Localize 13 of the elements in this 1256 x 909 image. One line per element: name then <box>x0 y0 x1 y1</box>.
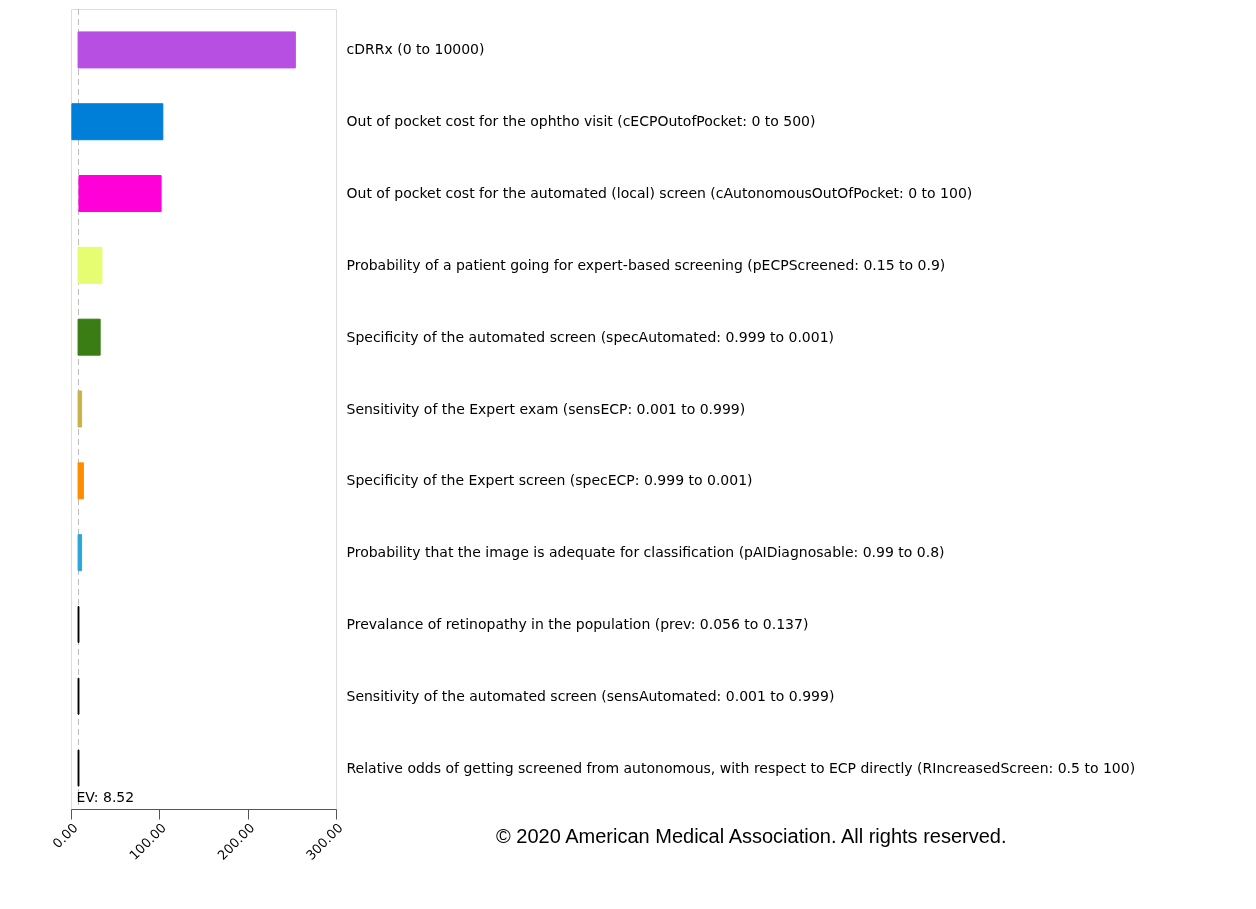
y-tick-label: cDRRx (0 to 10000) <box>346 41 485 58</box>
y-tick-label: Specificity of the Expert screen (specECP: 0.999 to 0.001) <box>346 472 753 489</box>
y-tick-label: Probability of a patient going for expert-based screening (pECPScreened: 0.15 to 0.9) <box>346 256 946 273</box>
y-tick-label: Prevalance of retinopathy in the population (prev: 0.056 to 0.137) <box>346 615 809 632</box>
y-tick-label: Sensitivity of the automated screen (sensAutomated: 0.001 to 0.999) <box>346 687 835 704</box>
ref-line-label: EV: 8.52 <box>76 789 135 805</box>
y-tick-label: Probability that the image is adequate for classification (pAIDiagnosable: 0.99 to 0.8) <box>346 544 945 561</box>
y-tick-label: Relative odds of getting screened from autonomous, with respect to ECP directly (RIncreasedScreen: 0.5 to 100) <box>346 759 1136 776</box>
y-tick-label: Sensitivity of the Expert exam (sensECP: 0.001 to 0.999) <box>346 400 746 417</box>
y-tick-label: Out of pocket cost for the ophtho visit (cECPOutofPocket: 0 to 500) <box>346 113 816 130</box>
y-tick-label: Specificity of the automated screen (specAutomated: 0.999 to 0.001) <box>346 328 835 345</box>
y-tick-label: Out of pocket cost for the automated (local) screen (cAutonomousOutOfPocket: 0 to 100) <box>346 185 973 202</box>
text: © 2020 American Medical Association. All rights reserved. <box>496 825 1007 847</box>
